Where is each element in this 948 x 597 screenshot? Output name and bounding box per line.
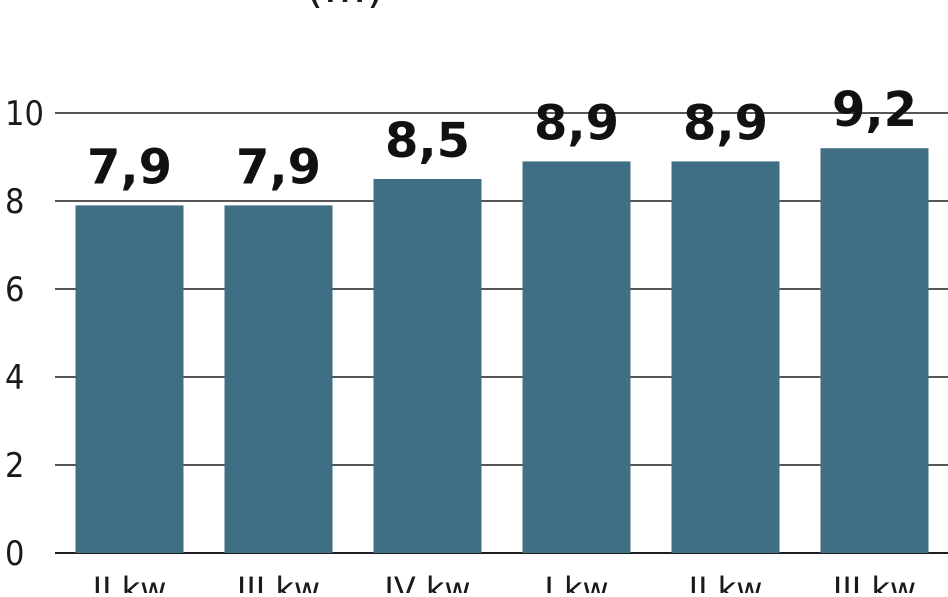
bars: [75, 148, 929, 553]
x-category-label: III kw: [237, 570, 320, 593]
y-tick-label: 10: [5, 94, 44, 134]
bar: [75, 205, 184, 553]
x-category-label: I kw: [544, 570, 608, 593]
x-axis-categories: II kw III kw IV kw I kw II kw III kw: [93, 570, 916, 597]
x-category-label: III kw: [833, 570, 916, 593]
bar: [373, 179, 482, 553]
bar: [522, 161, 631, 553]
bar-value-label: 9,2: [832, 82, 917, 138]
y-tick-label: 0: [5, 534, 24, 574]
bar-value-label: 8,5: [385, 113, 470, 169]
bar-value-label: 7,9: [87, 139, 172, 195]
data-labels: 7,9 7,9 8,5 8,9 8,9 9,2: [87, 82, 917, 195]
gridlines: [55, 112, 948, 554]
chart-title: (…): [306, 0, 384, 13]
y-tick-label: 4: [5, 358, 24, 398]
bar-value-label: 8,9: [683, 95, 768, 151]
x-category-label: II kw: [93, 570, 167, 593]
bar-value-label: 7,9: [236, 139, 321, 195]
bar: [820, 148, 929, 553]
y-tick-label: 2: [5, 446, 24, 486]
y-tick-label: 6: [5, 270, 24, 310]
title-layer: (…): [306, 0, 384, 13]
x-category-label: IV kw: [384, 570, 470, 593]
bar-value-label: 8,9: [534, 95, 619, 151]
x-category-label: II kw: [689, 570, 763, 593]
y-axis-ticks: 0 2 4 6 8 10: [5, 94, 44, 574]
y-tick-label: 8: [5, 182, 24, 222]
bar: [224, 205, 333, 553]
bar: [671, 161, 780, 553]
